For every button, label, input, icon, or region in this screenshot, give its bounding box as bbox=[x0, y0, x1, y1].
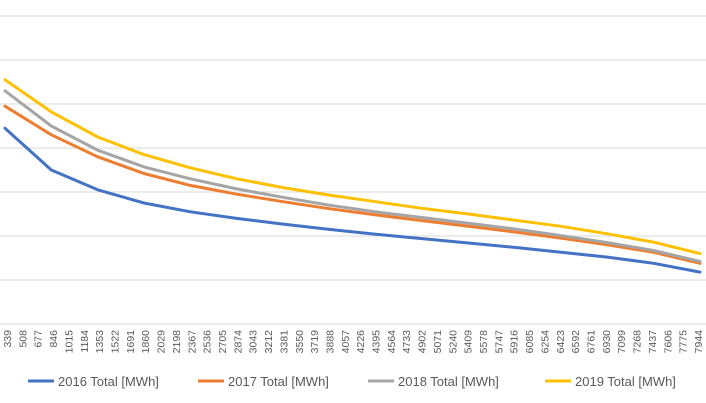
x-tick-label: 1691 bbox=[125, 330, 137, 354]
x-tick-label: 4902 bbox=[417, 330, 429, 354]
x-tick-label: 5578 bbox=[478, 330, 490, 354]
x-tick-label: 6761 bbox=[586, 330, 598, 354]
x-tick-label: 7268 bbox=[632, 330, 644, 354]
x-tick-label: 1184 bbox=[79, 330, 91, 353]
x-tick-label: 4733 bbox=[401, 330, 413, 354]
legend-label: 2018 Total [MWh] bbox=[398, 374, 499, 389]
legend: 2016 Total [MWh] 2017 Total [MWh] 2018 Tot… bbox=[28, 374, 676, 389]
series-line-4 bbox=[3, 78, 702, 256]
x-tick-label: 6423 bbox=[555, 330, 567, 354]
x-tick-label: 5071 bbox=[432, 330, 444, 354]
x-tick-label: 5409 bbox=[463, 330, 475, 354]
x-tick-label: 846 bbox=[48, 330, 60, 348]
x-tick-label: 4395 bbox=[371, 330, 383, 354]
x-tick-label: 4564 bbox=[386, 330, 398, 354]
x-axis-tick-labels: 339 508 677 846 1015 1184 1353 1522 1691 1860 2029… bbox=[2, 330, 705, 354]
x-tick-label: 3043 bbox=[248, 330, 260, 354]
x-tick-label: 5916 bbox=[509, 330, 521, 354]
x-tick-label: 6930 bbox=[601, 330, 613, 354]
x-tick-label: 1860 bbox=[140, 330, 152, 354]
legend-label: 2016 Total [MWh] bbox=[58, 374, 159, 389]
x-tick-label: 5240 bbox=[447, 330, 459, 354]
gridlines bbox=[0, 15, 706, 281]
x-tick-label: 6592 bbox=[570, 330, 582, 354]
x-tick-label: 4057 bbox=[340, 330, 352, 354]
x-tick-label: 1015 bbox=[63, 330, 75, 354]
series-line-3 bbox=[3, 89, 702, 263]
x-tick-label: 1353 bbox=[94, 330, 106, 354]
x-tick-label: 5747 bbox=[493, 330, 505, 354]
x-tick-label: 2705 bbox=[217, 330, 229, 354]
x-tick-label: 677 bbox=[33, 330, 45, 348]
series-line-1 bbox=[3, 126, 702, 274]
x-tick-label: 2029 bbox=[156, 330, 168, 354]
legend-label: 2017 Total [MWh] bbox=[228, 374, 329, 389]
x-tick-label: 7775 bbox=[678, 330, 690, 354]
x-tick-label: 2874 bbox=[232, 330, 244, 354]
x-tick-label: 339 bbox=[2, 330, 14, 348]
x-tick-label: 3888 bbox=[325, 330, 337, 354]
x-tick-label: 6254 bbox=[539, 330, 551, 354]
x-tick-label: 2198 bbox=[171, 330, 183, 354]
legend-label: 2019 Total [MWh] bbox=[575, 374, 676, 389]
x-tick-label: 2367 bbox=[186, 330, 198, 354]
x-tick-label: 3212 bbox=[263, 330, 275, 354]
x-tick-label: 3550 bbox=[294, 330, 306, 354]
x-tick-label: 7437 bbox=[647, 330, 659, 354]
x-tick-label: 6085 bbox=[524, 330, 536, 354]
x-tick-label: 7944 bbox=[693, 330, 705, 354]
x-tick-label: 508 bbox=[17, 330, 29, 348]
x-tick-label: 2536 bbox=[202, 330, 214, 354]
x-tick-label: 7606 bbox=[662, 330, 674, 354]
x-tick-label: 3381 bbox=[278, 330, 290, 354]
x-tick-label: 3719 bbox=[309, 330, 321, 354]
x-tick-label: 4226 bbox=[355, 330, 367, 354]
x-tick-label: 1522 bbox=[110, 330, 122, 354]
x-tick-label: 7099 bbox=[616, 330, 628, 354]
series-lines bbox=[3, 78, 702, 274]
series-line-2 bbox=[3, 104, 702, 265]
